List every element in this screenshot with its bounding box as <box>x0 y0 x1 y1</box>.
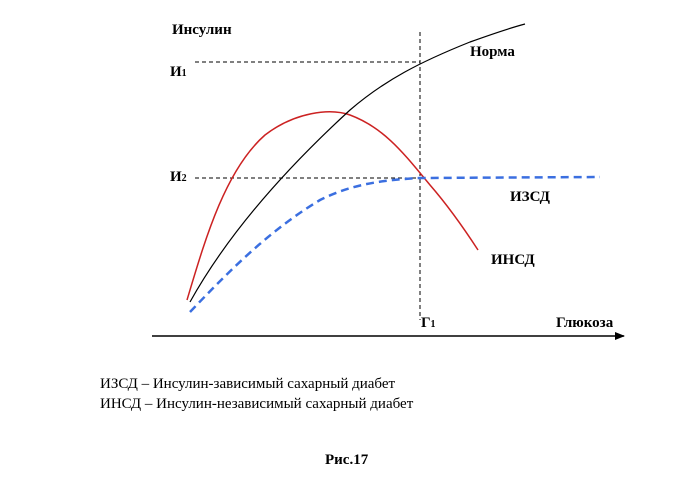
i1-index: 1 <box>182 68 187 79</box>
g1-label: Г1 <box>421 315 436 331</box>
g1-letter: Г <box>421 315 431 331</box>
izsd-curve <box>189 175 601 313</box>
i1-letter: И <box>170 64 182 80</box>
norm-curve <box>189 23 526 303</box>
i2-label: И2 <box>170 169 187 185</box>
izsd-label: ИЗСД <box>510 189 551 205</box>
norm-label: Норма <box>470 44 515 60</box>
insd-curve <box>186 111 479 301</box>
i1-label: И1 <box>170 64 187 80</box>
insd-label: ИНСД <box>491 252 535 268</box>
legend-insd: ИНСД – Инсулин-независимый сахарный диаб… <box>100 396 414 412</box>
figure-caption: Рис.17 <box>325 452 369 468</box>
i2-index: 2 <box>182 173 187 184</box>
y-axis-label: Инсулин <box>172 22 232 38</box>
x-axis-label: Глюкоза <box>556 315 614 331</box>
i2-letter: И <box>170 169 182 185</box>
g1-index: 1 <box>431 319 436 330</box>
legend-izsd: ИЗСД – Инсулин-зависимый сахарный диабет <box>100 376 396 392</box>
